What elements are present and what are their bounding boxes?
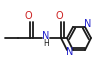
Text: N: N: [84, 19, 92, 29]
Text: N: N: [42, 31, 50, 41]
Text: O: O: [55, 11, 63, 21]
Text: H: H: [43, 39, 49, 49]
Text: N: N: [66, 47, 74, 57]
Text: O: O: [24, 11, 32, 21]
